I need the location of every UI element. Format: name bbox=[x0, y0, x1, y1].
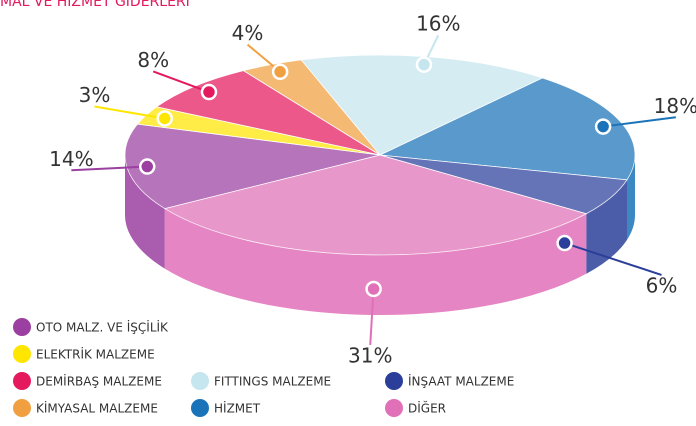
slice-side bbox=[164, 208, 587, 315]
slice bbox=[163, 154, 588, 256]
legend-swatch bbox=[13, 372, 31, 390]
legend-swatch bbox=[13, 399, 31, 417]
legend-swatch bbox=[191, 399, 209, 417]
label-dot bbox=[365, 280, 382, 298]
leader-line bbox=[564, 242, 662, 276]
legend-label: ELEKTRİK MALZEME bbox=[36, 347, 155, 362]
legend-swatch bbox=[191, 372, 209, 390]
data-label: 18% bbox=[654, 94, 696, 118]
label-dot bbox=[415, 56, 433, 73]
data-label: 14% bbox=[49, 147, 93, 171]
legend-label: FITTINGS MALZEME bbox=[214, 375, 331, 389]
legend-swatch bbox=[385, 372, 403, 390]
slice-side bbox=[626, 155, 635, 240]
label-dot bbox=[138, 158, 156, 175]
label-dot bbox=[594, 118, 612, 135]
leader-line bbox=[71, 165, 148, 172]
legend-label: İNŞAAT MALZEME bbox=[408, 374, 514, 389]
slice-side bbox=[125, 155, 165, 269]
leader-line bbox=[152, 70, 210, 93]
data-label: 8% bbox=[137, 48, 169, 72]
data-label: 31% bbox=[348, 343, 392, 367]
data-label: 16% bbox=[416, 12, 460, 36]
legend-label: OTO MALZ. VE İŞÇİLİK bbox=[36, 320, 169, 335]
legend-label: DEMİRBAŞ MALZEME bbox=[36, 374, 162, 389]
label-dot bbox=[156, 110, 173, 127]
legend-swatch bbox=[13, 318, 31, 336]
slice-side bbox=[586, 179, 627, 274]
legend-label: KİMYASAL MALZEME bbox=[36, 401, 158, 416]
label-dot bbox=[200, 83, 218, 101]
label-dot bbox=[271, 63, 289, 81]
leader-line bbox=[602, 116, 677, 128]
leader-line bbox=[369, 288, 375, 345]
leader-line bbox=[94, 105, 165, 120]
label-dot bbox=[556, 234, 573, 252]
data-label: 6% bbox=[646, 273, 678, 297]
chart-title: MAL VE HİZMET GİDERLERİ bbox=[0, 0, 190, 10]
data-label: 4% bbox=[232, 21, 264, 45]
data-label: 3% bbox=[79, 83, 111, 107]
legend-swatch bbox=[13, 345, 31, 363]
legend-label: DİĞER bbox=[408, 401, 446, 416]
legend-label: HİZMET bbox=[214, 401, 261, 416]
legend-swatch bbox=[385, 399, 403, 417]
